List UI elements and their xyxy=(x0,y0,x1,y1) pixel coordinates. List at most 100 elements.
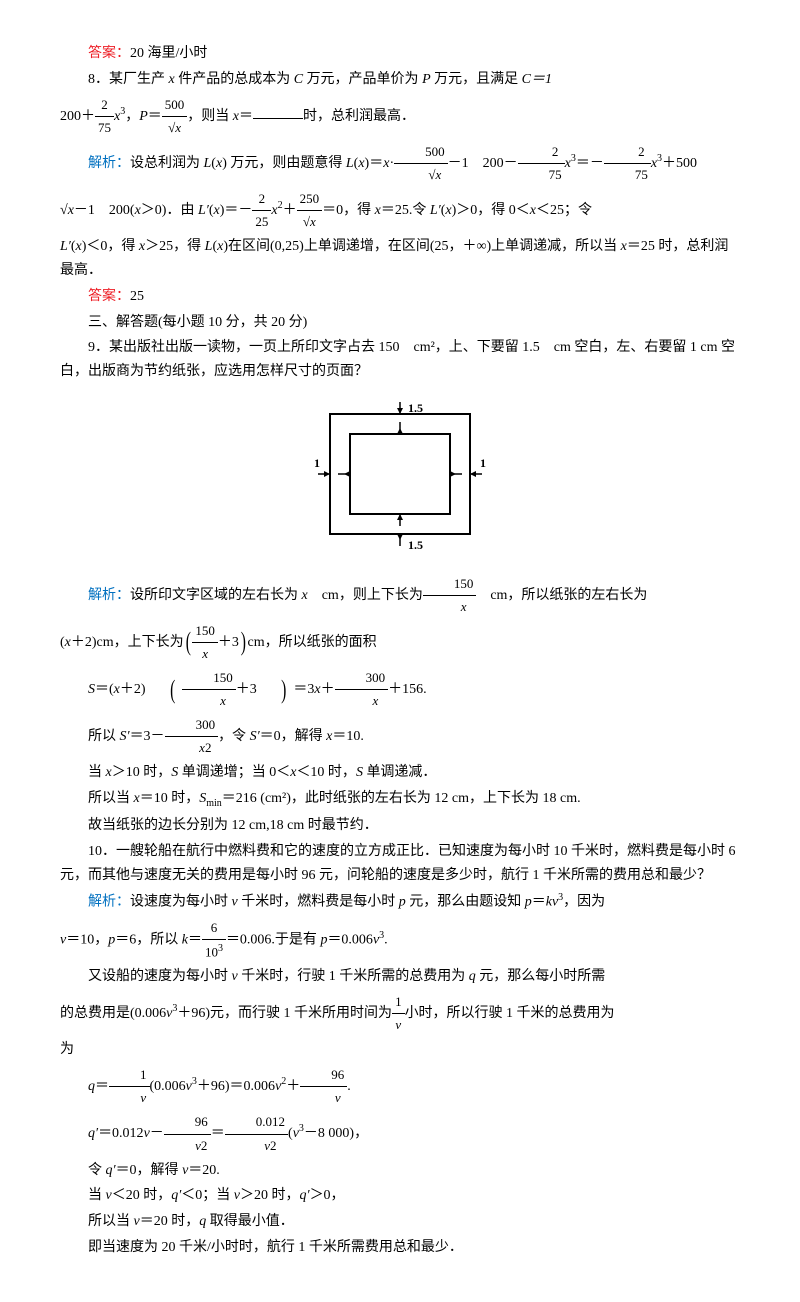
answer-label: 答案： xyxy=(88,289,130,304)
denominator: x xyxy=(182,690,236,712)
text: 200＋ xyxy=(60,108,95,123)
solution-10-line2: v＝10，p＝6，所以 k＝6103＝0.006.于是有 p＝0.006v3. xyxy=(60,917,740,964)
numerator: 96 xyxy=(300,1064,347,1087)
var-s: S xyxy=(88,682,95,697)
text: 元，那么由题设知 xyxy=(406,895,525,910)
fraction: 96v2 xyxy=(164,1111,211,1156)
text: 又设船的速度为每小时 xyxy=(88,969,232,984)
answer-text: 20 海里/小时 xyxy=(130,46,207,61)
text: ＋ xyxy=(321,682,335,697)
fraction: 300x xyxy=(335,667,389,712)
var-lprime: L′ xyxy=(430,203,441,218)
var-lprime: L′ xyxy=(198,203,209,218)
fraction: 250√x xyxy=(297,188,323,233)
solution-10-line4: 的总费用是(0.006v3＋96)元，而行驶 1 千米所用时间为1v小时，所以行… xyxy=(60,991,740,1036)
diagram-label-right: 1 xyxy=(480,456,486,470)
var-qprime: q′ xyxy=(171,1188,181,1203)
numerator: 300 xyxy=(335,667,389,690)
var-x: x xyxy=(436,167,442,182)
numerator: 500 xyxy=(394,141,448,164)
var-q: q xyxy=(469,969,476,984)
numerator: 250 xyxy=(297,188,323,211)
text: ，则当 xyxy=(187,108,233,123)
fraction: 275 xyxy=(95,94,114,139)
text: 单调递减． xyxy=(363,765,437,780)
text: ＝ xyxy=(95,1079,109,1094)
var-x: x xyxy=(175,120,181,135)
section-3-header: 三、解答题(每小题 10 分，共 20 分) xyxy=(60,311,740,335)
text: ＝10， xyxy=(66,932,108,947)
text: ＝3－ xyxy=(130,729,165,744)
solution-9-line4: 所以 S′＝3－300x2，令 S′＝0，解得 x＝10. xyxy=(60,714,740,759)
question-8-line1: 8．某厂生产 x 件产品的总成本为 C 万元，产品单价为 P 万元，且满足 C＝… xyxy=(60,68,740,92)
text: ＝0.012 xyxy=(98,1126,144,1141)
denominator: √x xyxy=(297,211,323,233)
text: ＋2) xyxy=(120,682,146,697)
text: ＝6，所以 xyxy=(115,932,182,947)
solution-10-line7: q′＝0.012v－96v2＝0.012v2(v3－8 000)， xyxy=(60,1111,740,1156)
var-q: q xyxy=(199,1214,206,1229)
text: 10 xyxy=(205,944,218,959)
text: 件产品的总成本为 xyxy=(175,72,294,87)
text: )＞0，得 0＜ xyxy=(452,203,530,218)
text: ＋96)元，而行驶 1 千米所用时间为 xyxy=(177,1006,392,1021)
diagram-label-top: 1.5 xyxy=(408,401,423,415)
text: ＝20. xyxy=(188,1163,220,1178)
answer-7: 答案：20 海里/小时 xyxy=(60,42,740,66)
answer-label: 答案： xyxy=(88,46,130,61)
text: ＝20 时， xyxy=(140,1214,200,1229)
text: ＜10 时， xyxy=(296,765,356,780)
denominator: v2 xyxy=(164,1135,211,1157)
text: ＝( xyxy=(95,682,114,697)
var-x: x xyxy=(310,214,316,229)
solution-9-line1: 解析：设所印文字区域的左右长为 x cm，则上下长为150x cm，所以纸张的左… xyxy=(60,573,740,618)
denominator: 75 xyxy=(604,164,651,186)
var-p: p xyxy=(525,895,532,910)
solution-10-line10: 所以当 v＝20 时，q 取得最小值． xyxy=(60,1210,740,1234)
var-p: P xyxy=(422,72,431,87)
text: 令 xyxy=(88,1163,106,1178)
numerator: 0.012 xyxy=(225,1111,288,1134)
arrowhead xyxy=(397,428,403,434)
page-diagram: 1.5 1.5 1 1 xyxy=(60,394,740,563)
denominator: v2 xyxy=(225,1135,288,1157)
text: 即当速度为 20 千米/小时时，航行 1 千米所需费用总和最少． xyxy=(88,1240,463,1255)
var-qprime: q′ xyxy=(88,1126,98,1141)
text: cm，则上下长为 xyxy=(308,588,423,603)
blank-field xyxy=(253,104,303,119)
var-qprime: q′ xyxy=(300,1188,310,1203)
text: 当 xyxy=(88,765,106,780)
arrowhead xyxy=(450,471,456,477)
text: ＋500 xyxy=(662,156,697,171)
text: ＞0， xyxy=(310,1188,345,1203)
exponent: 2 xyxy=(201,1138,208,1153)
denominator: v xyxy=(109,1087,150,1109)
text: . xyxy=(347,1079,351,1094)
diagram-label-bottom: 1.5 xyxy=(408,538,423,552)
fraction: 225 xyxy=(252,188,271,233)
text: －1 200－ xyxy=(448,156,518,171)
subscript: min xyxy=(206,798,222,809)
text: 单调递增；当 0＜ xyxy=(178,765,290,780)
paren: ) xyxy=(241,620,246,664)
inner-rect xyxy=(350,434,450,514)
numerator: 150 xyxy=(192,620,218,643)
numerator: 150 xyxy=(182,667,236,690)
var-q: q xyxy=(88,1079,95,1094)
text: 的总费用是(0.006 xyxy=(60,1006,166,1021)
numerator: 2 xyxy=(518,141,565,164)
text: ＝216 (cm²)，此时纸张的左右长为 12 cm，上下长为 18 cm. xyxy=(222,791,581,806)
numerator: 2 xyxy=(604,141,651,164)
question-text: 10．一艘轮船在航行中燃料费和它的速度的立方成正比．已知速度为每小时 10 千米… xyxy=(60,844,736,883)
text: ，因为 xyxy=(563,895,605,910)
question-9: 9．某出版社出版一读物，一页上所印文字占去 150 cm²，上、下要留 1.5 … xyxy=(60,336,740,384)
var-p: P xyxy=(139,108,148,123)
solution-8-line3: L′(x)＜0，得 x＞25，得 L(x)在区间(0,25)上单调递增，在区间(… xyxy=(60,235,740,283)
text: cm，所以纸张的面积 xyxy=(248,635,377,650)
text: ＞25，得 xyxy=(145,239,205,254)
solution-8-line2: √x－1 200(x＞0)．由 L′(x)＝－225x2＋250√x＝0，得 x… xyxy=(60,188,740,233)
text: (0.006 xyxy=(150,1079,186,1094)
text: ＋3 xyxy=(236,682,257,697)
text: ＝－ xyxy=(576,156,604,171)
text: ＋156. xyxy=(388,682,427,697)
